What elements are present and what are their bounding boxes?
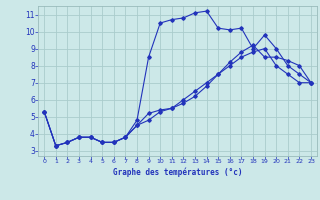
X-axis label: Graphe des températures (°c): Graphe des températures (°c) bbox=[113, 167, 242, 177]
